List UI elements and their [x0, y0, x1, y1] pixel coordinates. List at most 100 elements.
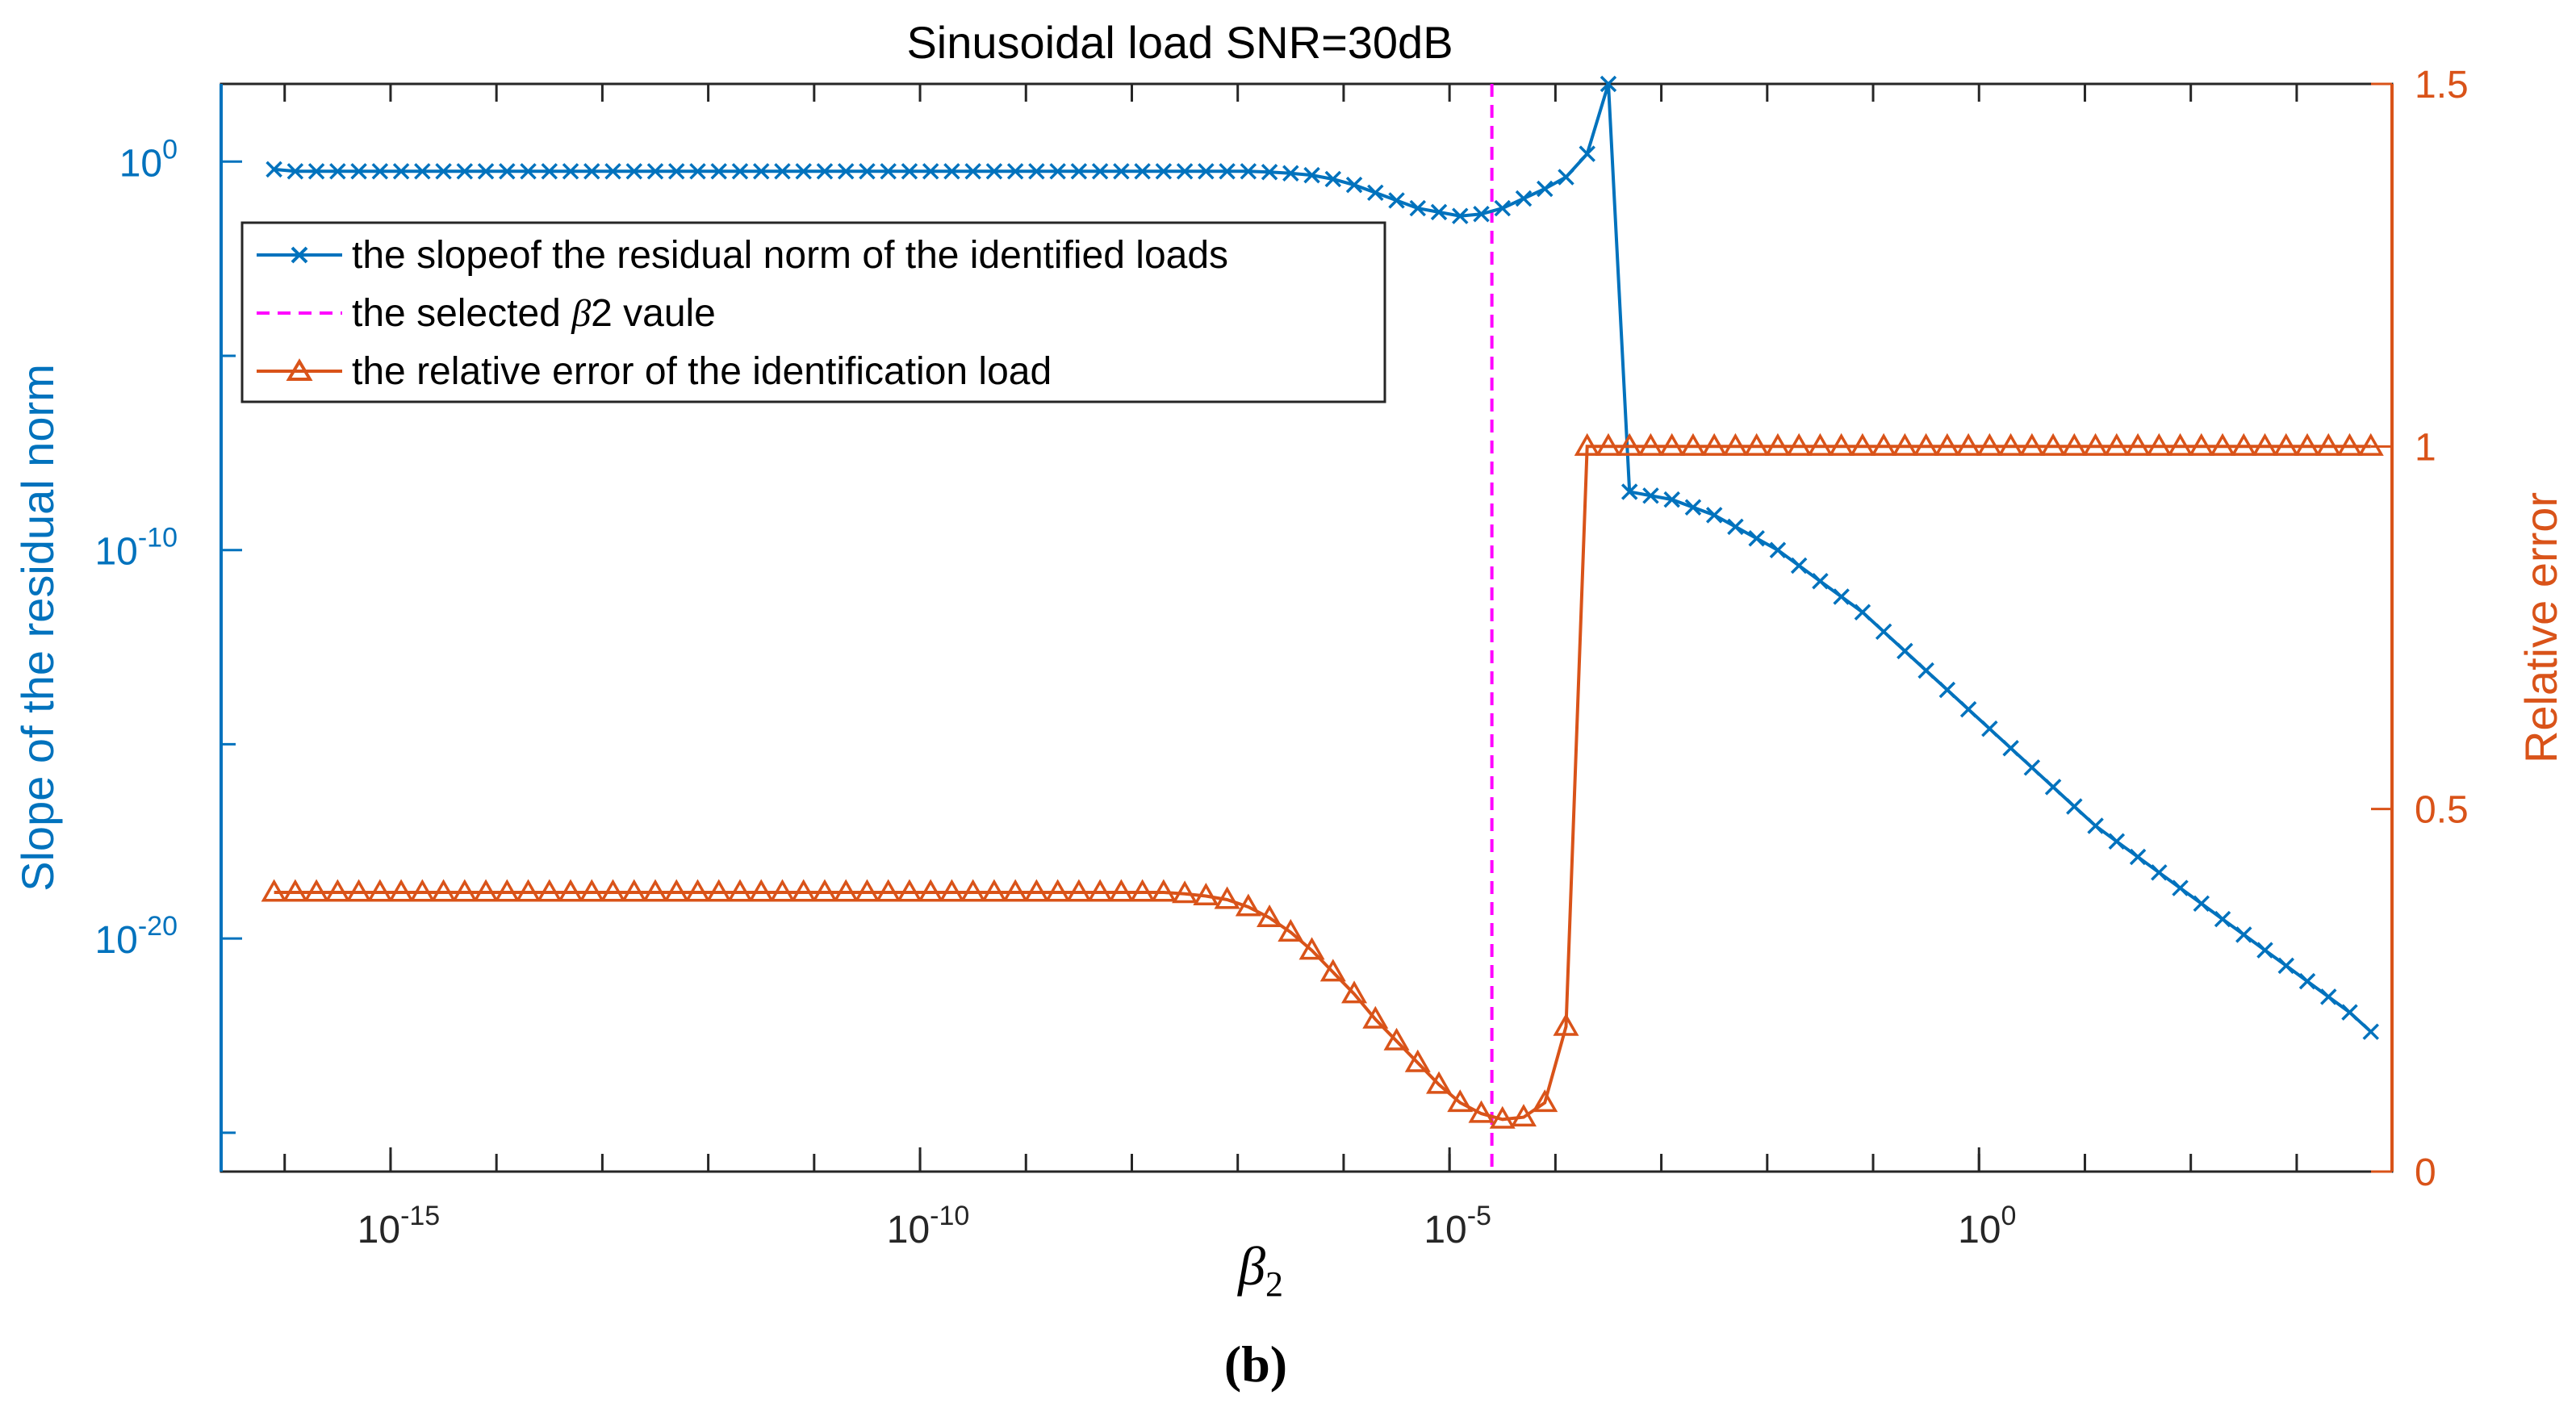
slope-point-marker: [2277, 957, 2295, 975]
relative-error-point-marker: [748, 879, 775, 902]
slope-point-marker: [816, 163, 834, 180]
legend-item-selected: the selected β2 vaule: [257, 292, 716, 335]
relative-error-point-marker: [1319, 959, 1346, 982]
relative-error-point-marker: [854, 879, 880, 902]
slope-point-marker: [2320, 988, 2337, 1005]
panel-label: (b): [1224, 1335, 1287, 1393]
relative-error-point-marker: [600, 879, 626, 902]
slope-point-marker: [1303, 166, 1320, 184]
legend-label-selected: the selected β2 vaule: [352, 292, 716, 335]
relative-error-point-marker: [1426, 1071, 1453, 1094]
x-tick-label: 10-15: [358, 1201, 441, 1251]
slope-point-marker: [2129, 848, 2147, 866]
left-y-tick-label: 10-10: [94, 523, 178, 574]
slope-point-marker: [1028, 163, 1045, 180]
slope-point-marker: [1579, 145, 1595, 162]
slope-point-marker: [837, 163, 855, 180]
relative-error-point-marker: [939, 879, 965, 902]
right-y-axis-label: Relative error: [2515, 492, 2566, 763]
relative-error-point-marker: [1108, 879, 1135, 902]
relative-error-point-marker: [1510, 1104, 1537, 1127]
slope-point-marker: [2193, 895, 2210, 913]
slope-point-marker: [625, 163, 642, 180]
slope-series-line: [274, 83, 2373, 1034]
relative-error-point-marker: [473, 879, 500, 902]
x-tick-label-base: 10: [887, 1209, 930, 1251]
slope-point-marker: [1663, 491, 1680, 508]
relative-error-point-marker: [2082, 432, 2109, 456]
relative-error-point-marker: [2210, 432, 2236, 456]
slope-point-marker: [2151, 864, 2168, 881]
relative-error-point-marker: [1828, 432, 1855, 456]
x-axis-label: β2: [1236, 1235, 1283, 1304]
relative-error-point-marker: [1383, 1027, 1410, 1051]
slope-point-marker: [1705, 507, 1723, 524]
slope-point-marker: [1812, 572, 1829, 590]
slope-point-marker: [1833, 588, 1850, 605]
slope-point-marker: [371, 163, 389, 180]
relative-error-point-marker: [1002, 879, 1029, 902]
relative-error-point-marker: [642, 879, 669, 902]
left-y-tick-base: 10: [119, 142, 162, 185]
relative-error-point-marker: [981, 879, 1007, 902]
slope-point-marker: [1642, 487, 1659, 504]
slope-point-marker: [880, 163, 897, 180]
slope-point-marker: [1430, 203, 1448, 221]
relative-error-point-marker: [579, 879, 605, 902]
relative-error-point-marker: [1955, 432, 1982, 456]
slope-point-marker: [2002, 740, 2019, 757]
slope-point-marker: [1769, 541, 1787, 558]
slope-point-marker: [731, 163, 749, 180]
relative-error-point-marker: [833, 879, 859, 902]
slope-point-marker: [774, 163, 791, 180]
slope-point-marker: [2087, 817, 2104, 834]
slope-point-marker: [859, 163, 876, 180]
slope-point-marker: [689, 163, 706, 180]
legend-item-relerr: the relative error of the identification…: [257, 350, 1052, 393]
relative-error-point-marker: [494, 879, 521, 902]
slope-point-marker: [1537, 180, 1554, 198]
legend-marker-triangle: [286, 358, 313, 381]
relative-error-point-marker: [1532, 1089, 1558, 1113]
relative-error-point-marker: [1743, 432, 1770, 456]
slope-point-marker: [752, 163, 770, 180]
slope-point-marker: [2172, 879, 2189, 896]
relative-error-point-marker: [1997, 432, 2024, 456]
slope-point-marker: [1345, 176, 1363, 194]
right-y-tick-label: 0: [2415, 1151, 2436, 1194]
relative-error-point-marker: [1871, 432, 1897, 456]
relative-error-point-marker: [1616, 432, 1643, 456]
relative-error-point-marker: [2018, 432, 2045, 456]
slope-point-marker: [1324, 170, 1342, 188]
slope-point-marker: [2214, 910, 2231, 928]
slope-point-marker: [2066, 798, 2083, 815]
relative-error-point-marker: [790, 879, 817, 902]
relative-error-point-marker: [536, 879, 562, 902]
relative-error-point-marker: [1764, 432, 1791, 456]
slope-point-marker: [1176, 163, 1194, 180]
relative-error-point-marker: [2336, 432, 2363, 456]
x-tick-label-base: 10: [358, 1209, 400, 1251]
relative-error-point-marker: [684, 879, 711, 902]
slope-point-marker: [1494, 199, 1511, 217]
legend-label-selected-pre: the selected: [352, 292, 571, 335]
slope-point-marker: [435, 163, 452, 180]
relative-error-point-marker: [515, 879, 542, 902]
slope-point-marker: [1875, 623, 1892, 641]
slope-point-marker: [2256, 942, 2273, 959]
relative-error-point-marker: [1044, 879, 1071, 902]
slope-point-marker: [1981, 720, 1998, 737]
slope-point-marker: [2044, 779, 2062, 796]
relative-error-point-marker: [2103, 432, 2130, 456]
relative-error-point-marker: [621, 879, 647, 902]
slope-point-marker: [1134, 163, 1151, 180]
legend-label-slope: the slopeof the residual norm of the ide…: [352, 234, 1228, 277]
slope-point-marker: [1219, 163, 1236, 180]
x-axis-label-sub: 2: [1265, 1264, 1283, 1304]
x-tick-label: 10-5: [1424, 1201, 1491, 1251]
x-axis-label-base: β: [1236, 1235, 1265, 1297]
right-y-tick-label: 1: [2415, 426, 2436, 469]
relative-error-point-marker: [366, 879, 393, 902]
